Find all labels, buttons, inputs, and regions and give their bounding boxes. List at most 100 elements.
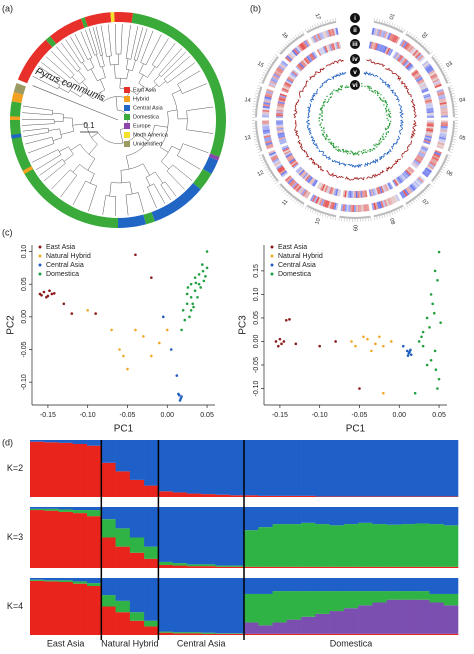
ancestry-segment: [273, 440, 288, 496]
chromosome-ideogram: [448, 86, 455, 117]
point: [179, 399, 182, 402]
point: [277, 345, 280, 348]
branch: [172, 90, 181, 94]
position-tick: [401, 208, 402, 211]
branch: [154, 125, 167, 127]
position-tick: [439, 63, 442, 65]
track-line: [364, 72, 378, 77]
track-line: [391, 90, 399, 102]
branch: [40, 109, 52, 111]
ancestry-segment: [230, 578, 245, 633]
ancestry-segment: [401, 440, 416, 496]
chromosome-ideogram: [339, 216, 370, 219]
position-tick: [421, 42, 423, 44]
position-tick: [445, 162, 448, 163]
track-line: [367, 60, 385, 67]
position-tick: [257, 149, 260, 150]
branch: [127, 204, 128, 216]
dot: [378, 93, 379, 94]
position-tick: [437, 61, 439, 63]
branch: [88, 58, 92, 60]
ancestry-segment: [173, 632, 188, 633]
ancestry-segment: [415, 496, 430, 497]
ancestry-segment: [187, 566, 202, 568]
branch: [120, 78, 121, 88]
ring-segment: [85, 12, 112, 27]
dot: [321, 110, 322, 111]
position-tick: [377, 217, 378, 220]
branch: [126, 59, 128, 70]
ancestry-segment: [30, 440, 45, 442]
track-line: [307, 120, 311, 135]
ancestry-segment: [230, 634, 245, 635]
track-line: [402, 141, 412, 158]
position-tick: [283, 46, 285, 48]
dot: [389, 125, 390, 126]
point: [199, 286, 202, 289]
dot: [321, 119, 322, 120]
track-line: [364, 159, 377, 166]
dot: [380, 141, 381, 142]
point: [70, 312, 73, 315]
x-tick-label: -0.15: [272, 412, 288, 419]
branch: [199, 131, 213, 133]
chromosome-label: 01: [389, 13, 397, 21]
dot: [348, 86, 349, 87]
position-tick: [293, 199, 295, 201]
point: [390, 340, 393, 343]
branch: [155, 172, 163, 183]
dot: [364, 151, 365, 152]
x-tick-label: -0.10: [312, 412, 328, 419]
point: [53, 292, 56, 295]
branch: [187, 109, 198, 110]
ancestry-segment: [401, 507, 416, 524]
ring-segment: [50, 19, 84, 44]
ancestry-segment: [130, 480, 145, 497]
branch: [102, 67, 105, 78]
ancestry-segment: [301, 523, 316, 567]
ancestry-segment: [87, 440, 102, 446]
group-label: Domestica: [330, 638, 373, 648]
position-tick: [452, 144, 455, 145]
point: [190, 309, 193, 312]
branch: [198, 107, 214, 109]
branch: [68, 147, 73, 155]
position-tick: [382, 20, 383, 23]
position-tick: [425, 46, 427, 48]
ancestry-segment: [201, 494, 216, 497]
branch: [144, 31, 153, 53]
branch: [111, 182, 130, 183]
legend-swatch: [124, 141, 130, 147]
ancestry-segment: [73, 584, 88, 635]
dot: [387, 128, 388, 129]
position-tick: [379, 19, 380, 22]
position-tick: [399, 26, 400, 29]
position-tick: [258, 152, 261, 153]
branch: [127, 70, 129, 79]
dot: [328, 100, 329, 101]
branch: [161, 161, 169, 169]
dot: [363, 150, 364, 151]
ancestry-segment: [158, 562, 173, 565]
panel-label: (b): [250, 3, 261, 13]
position-tick: [255, 141, 258, 142]
panel-label: (a): [2, 3, 13, 13]
position-tick: [307, 208, 308, 211]
ancestry-segment: [187, 440, 202, 494]
ancestry-segment: [215, 566, 230, 567]
ancestry-segment: [144, 547, 159, 559]
dot: [319, 113, 320, 114]
dot: [321, 127, 322, 128]
branch: [91, 69, 97, 81]
branch: [58, 163, 66, 169]
dot: [329, 139, 330, 140]
chromosome-label: 17: [313, 13, 321, 21]
branch: [157, 61, 162, 68]
point: [434, 270, 437, 273]
ancestry-segment: [444, 507, 459, 525]
ring-label: v: [353, 69, 357, 76]
position-tick: [434, 56, 436, 58]
branch: [51, 179, 60, 189]
ancestry-segment: [87, 516, 102, 568]
dot: [390, 116, 391, 117]
